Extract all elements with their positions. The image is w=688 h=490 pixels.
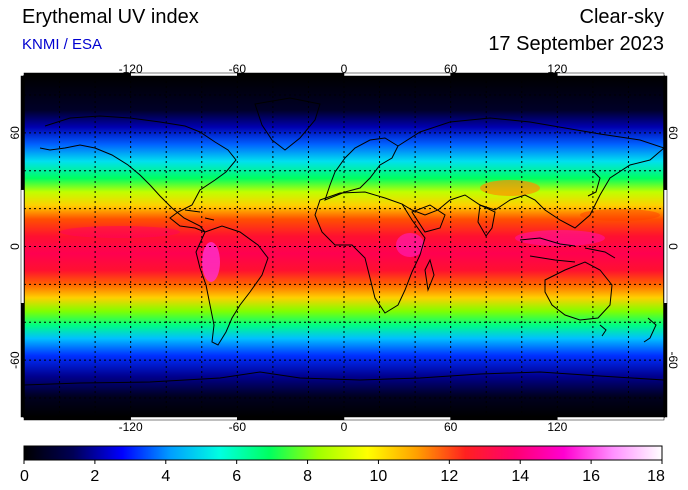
colorbar-strip: [23, 445, 663, 461]
lat-tick-label-right: 0: [666, 243, 680, 250]
lon-tick-label-bottom: 0: [341, 420, 348, 434]
coastlines: [24, 97, 664, 386]
colorbar-tick-label: 0: [20, 468, 29, 485]
frame-mark: [557, 72, 665, 77]
frame-mark: [130, 72, 238, 77]
uv-hotspots: [60, 180, 660, 282]
frame-mark: [130, 416, 238, 421]
sky-mode-label: Clear-sky: [579, 6, 664, 28]
date-label: 17 September 2023: [488, 33, 664, 55]
lon-tick-label-top: -120: [119, 62, 143, 76]
frame-mark: [23, 72, 131, 77]
colorbar-tick-label: 6: [232, 468, 241, 485]
lon-tick-label-bottom: 120: [547, 420, 567, 434]
map-title: Erythemal UV index: [22, 6, 199, 28]
lat-tick-label-right: -60: [666, 351, 680, 369]
frame-mark: [20, 303, 25, 418]
lat-tick-label-left: 0: [8, 243, 22, 250]
lon-tick-label-top: 60: [444, 62, 458, 76]
colorbar-tick-label: 4: [161, 468, 170, 485]
frame-mark: [343, 72, 451, 77]
colorbar-tick-label: 2: [90, 468, 99, 485]
lon-tick-label-top: 120: [547, 62, 567, 76]
frame-mark: [237, 416, 345, 421]
frame-mark: [237, 72, 345, 77]
frame-mark: [450, 72, 558, 77]
lon-tick-label-top: 0: [341, 62, 348, 76]
lat-tick-label-left: 60: [8, 126, 22, 140]
colorbar-tick-label: 8: [303, 468, 312, 485]
frame-mark: [663, 303, 668, 418]
frame-mark: [450, 416, 558, 421]
frame-mark: [343, 416, 451, 421]
lat-tick-label-right: 60: [666, 126, 680, 140]
lon-tick-label-bottom: -120: [119, 420, 143, 434]
colorbar-tick-label: 18: [647, 468, 665, 485]
frame-mark: [23, 416, 131, 421]
lon-tick-label-bottom: 60: [444, 420, 458, 434]
lon-tick-label-top: -60: [229, 62, 247, 76]
colorbar-tick-label: 16: [582, 468, 600, 485]
frame-mark: [557, 416, 665, 421]
frame-marks: [20, 72, 668, 421]
graticule: [24, 76, 664, 417]
lat-tick-label-left: -60: [8, 351, 22, 369]
colorbar-tick-label: 12: [440, 468, 458, 485]
colorbar: 0 2 4 6 8 10 12 14 16 18: [20, 445, 665, 485]
colorbar-tick-label: 10: [370, 468, 388, 485]
lon-tick-label-bottom: -60: [229, 420, 247, 434]
credit-label: KNMI / ESA: [22, 36, 103, 53]
colorbar-tick-label: 14: [511, 468, 529, 485]
